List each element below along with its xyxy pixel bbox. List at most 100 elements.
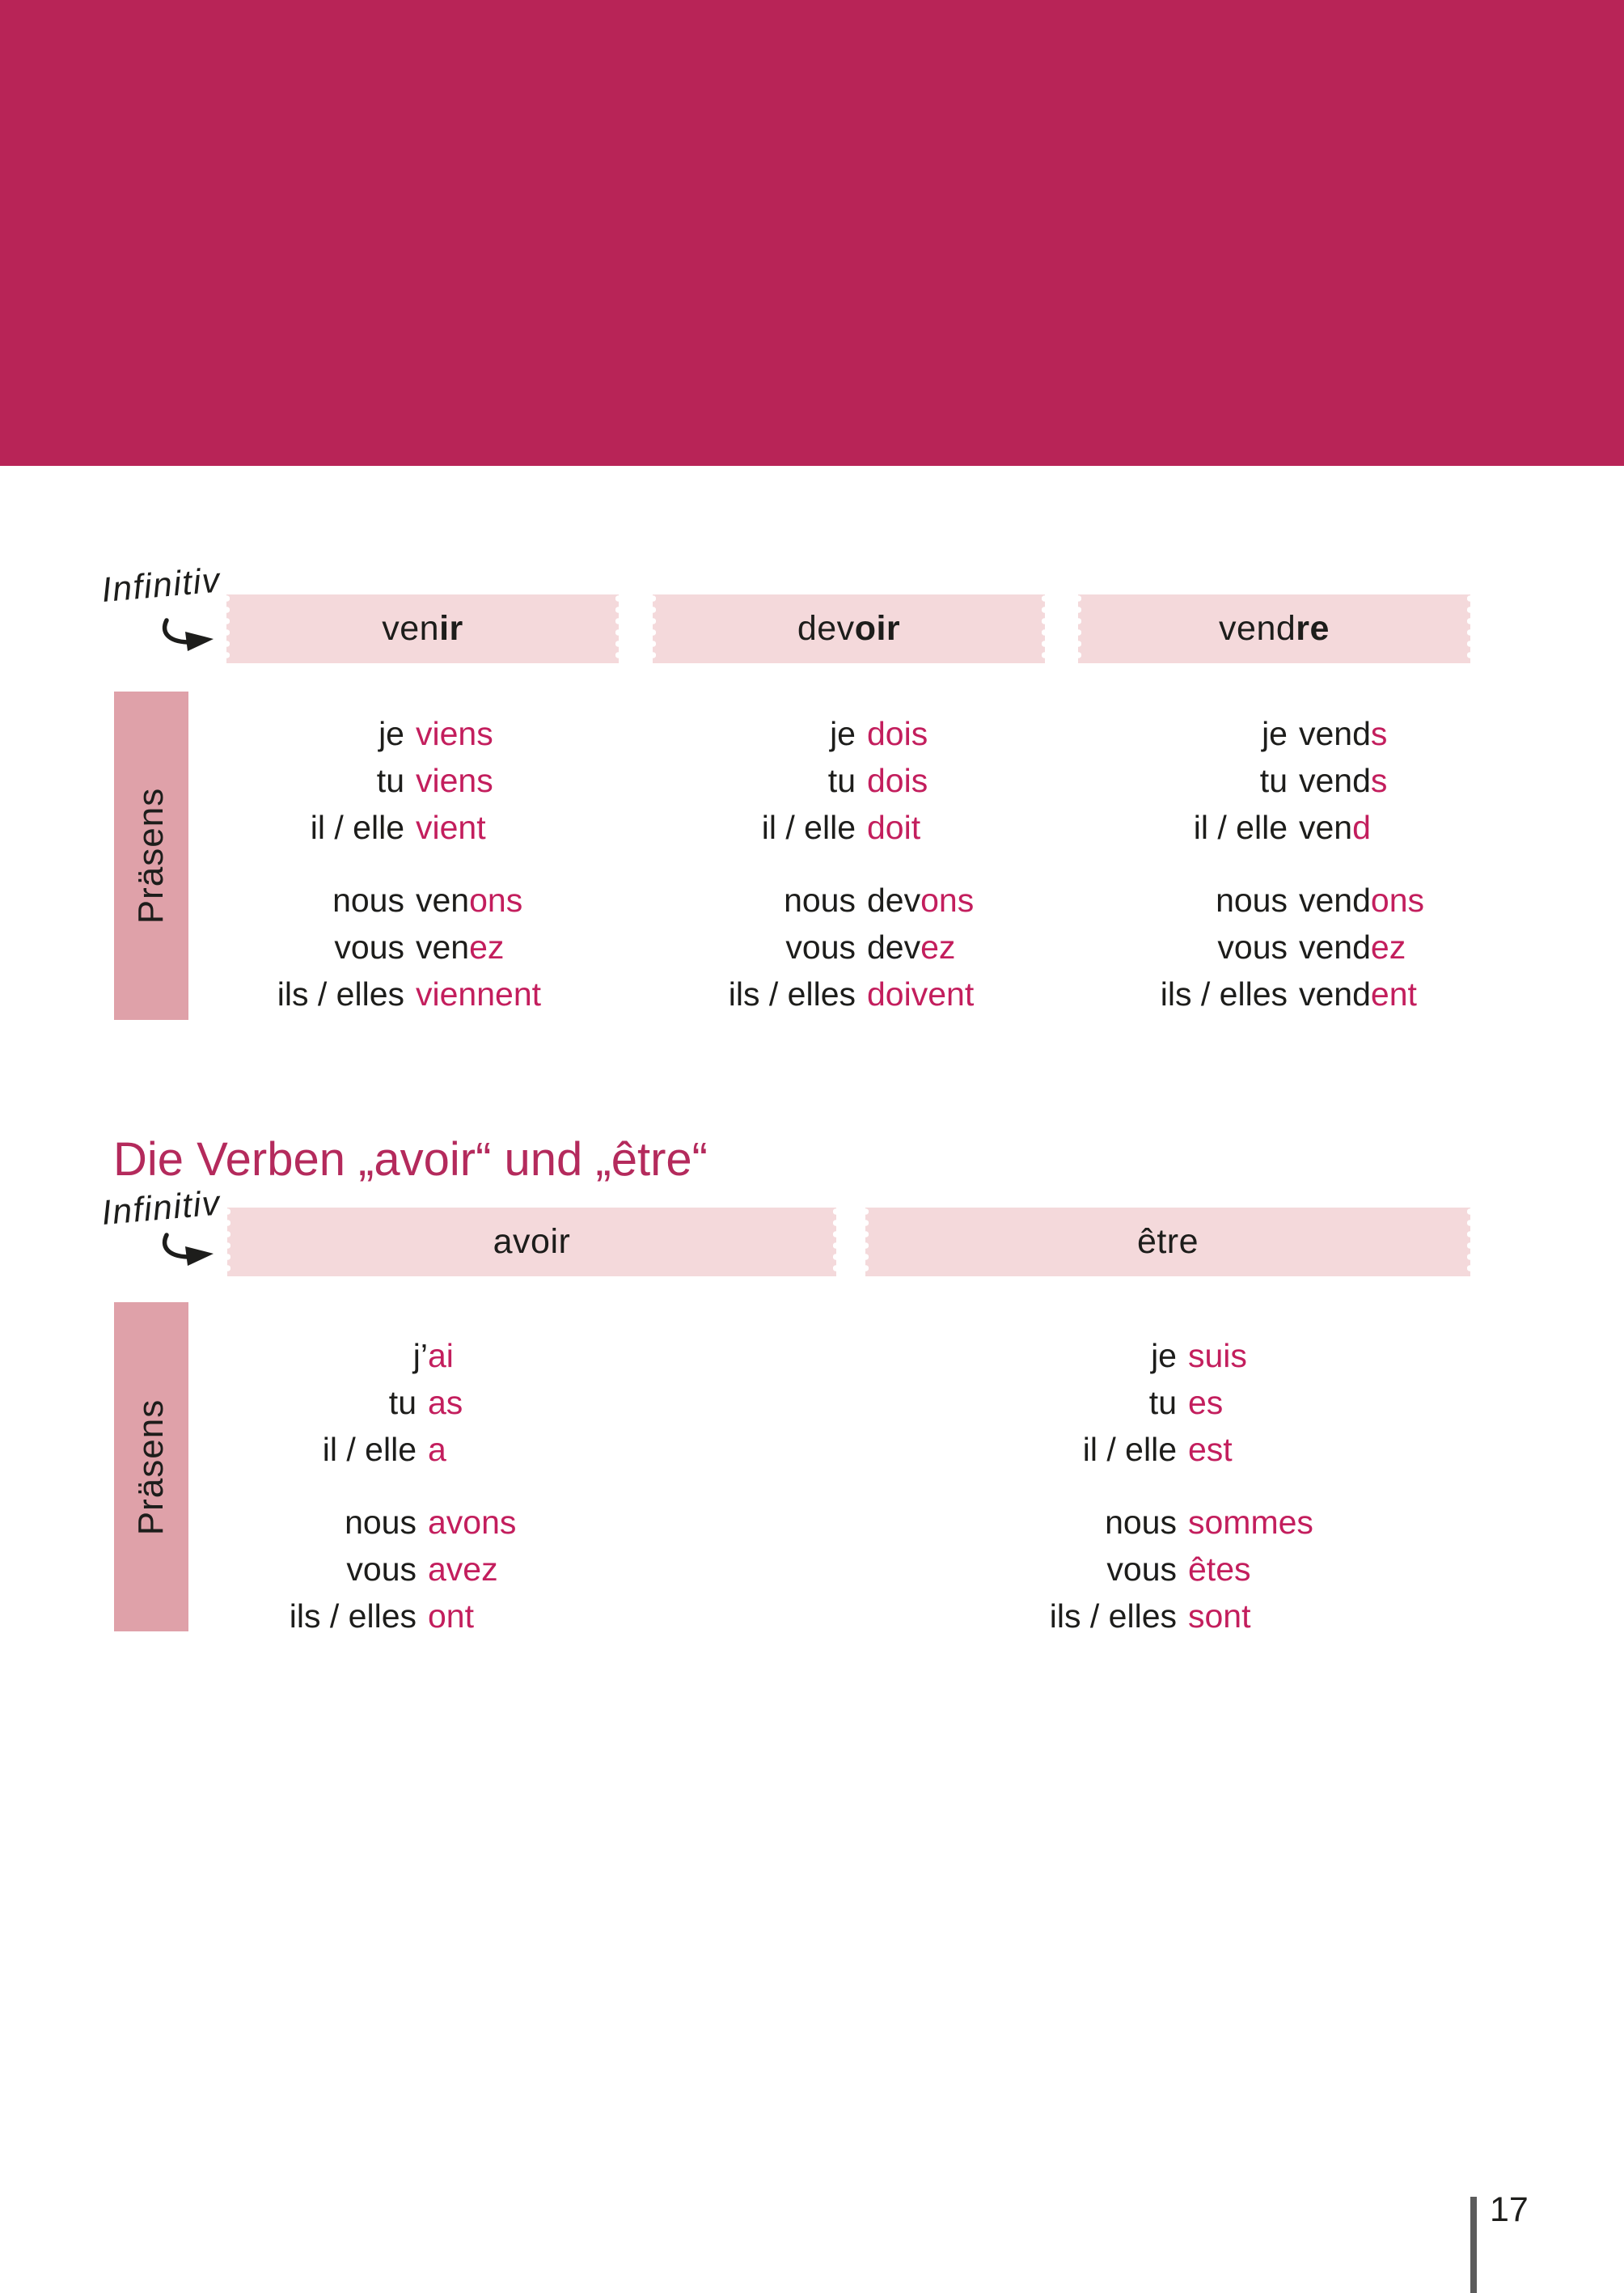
- verb-form: avons: [428, 1504, 517, 1541]
- conjugation-row: tu dois: [589, 757, 1171, 804]
- conjugation-row: je dois: [589, 710, 1171, 757]
- verb-header-label: avoir: [493, 1222, 571, 1261]
- verb-form: viennent: [416, 975, 542, 1013]
- praesens-sidebar: Präsens: [114, 1302, 188, 1631]
- verb-form: vendons: [1299, 882, 1425, 919]
- verb-form: dois: [867, 715, 928, 752]
- verb-form: êtes: [1188, 1551, 1251, 1588]
- conjugation-row: nous sommes: [910, 1499, 1492, 1546]
- pronoun: ils / elles: [1049, 1597, 1177, 1635]
- pronoun: vous: [785, 929, 856, 966]
- conjugation-row: il / elle doit: [589, 804, 1171, 851]
- infinitiv-label: Infinitiv: [100, 561, 222, 611]
- pronoun: tu: [1259, 762, 1288, 799]
- pronoun: il / elle: [1193, 809, 1288, 846]
- verb-form: sommes: [1188, 1504, 1313, 1541]
- conjugation-row: ils / elles ont: [150, 1593, 732, 1639]
- conjugation-row: il / elle est: [910, 1426, 1492, 1473]
- verb-form: est: [1188, 1431, 1233, 1468]
- pronoun: nous: [332, 882, 404, 919]
- conjugation-row: ils / elles doivent: [589, 971, 1171, 1017]
- conjugation-row: j’ ai: [150, 1332, 732, 1379]
- conjugation-row: il / elle a: [150, 1426, 732, 1473]
- verb-form: vends: [1299, 762, 1388, 799]
- conjugation-row: ils / elles viennent: [137, 971, 720, 1017]
- pronoun: il / elle: [1082, 1431, 1177, 1468]
- verb-form: vient: [416, 809, 486, 846]
- conjugation-row: vous êtes: [910, 1546, 1492, 1593]
- pronoun: ils / elles: [728, 975, 856, 1013]
- conjugation-column-devoir: je dois tu dois il / elle doit nous devons vous d…: [589, 710, 1171, 1017]
- verb-form: devez: [867, 929, 956, 966]
- pronoun: nous: [784, 882, 856, 919]
- pronoun: vous: [1106, 1551, 1177, 1588]
- pronoun: je: [1151, 1337, 1177, 1374]
- infinitiv-label: Infinitiv: [100, 1183, 222, 1233]
- pronoun: nous: [1105, 1504, 1177, 1541]
- verb-form: sont: [1188, 1597, 1251, 1635]
- verb-form: viens: [416, 762, 493, 799]
- verb-form: doivent: [867, 975, 975, 1013]
- pronoun: nous: [1216, 882, 1288, 919]
- top-banner: [0, 0, 1624, 466]
- conjugation-row: tu es: [910, 1379, 1492, 1426]
- infinitiv-label-text: Infinitiv: [99, 561, 222, 611]
- verb-header-label: être: [1136, 1222, 1199, 1261]
- conjugation-column-etre: je suis tu es il / elle est nous sommes vous êtes…: [910, 1332, 1492, 1639]
- pronoun: tu: [376, 762, 404, 799]
- verb-form: vend: [1299, 809, 1371, 846]
- verb-header-label: vendre: [1219, 609, 1330, 648]
- conjugation-row: nous avons: [150, 1499, 732, 1546]
- verb-form: es: [1188, 1384, 1224, 1421]
- pronoun: il / elle: [310, 809, 404, 846]
- conjugation-row: nous vendons: [1021, 877, 1603, 924]
- section-heading: Die Verben „avoir“ und „être“: [113, 1133, 708, 1186]
- conjugation-row: il / elle vend: [1021, 804, 1603, 851]
- conjugation-row: vous devez: [589, 924, 1171, 971]
- conjugation-row: tu viens: [137, 757, 720, 804]
- conjugation-row: je vends: [1021, 710, 1603, 757]
- page-number-bar: [1470, 2197, 1477, 2293]
- verb-header-label: devoir: [797, 609, 901, 648]
- pronoun: ils / elles: [277, 975, 404, 1013]
- verb-header-devoir: devoir: [650, 593, 1047, 665]
- conjugation-row: vous venez: [137, 924, 720, 971]
- conjugation-column-vendre: je vends tu vends il / elle vend nous vendons vo…: [1021, 710, 1603, 1017]
- conjugation-row: vous avez: [150, 1546, 732, 1593]
- pronoun: je: [379, 715, 404, 752]
- verb-header-label: venir: [382, 609, 463, 648]
- verb-form: vends: [1299, 715, 1388, 752]
- verb-form: dois: [867, 762, 928, 799]
- verb-header-vendre: vendre: [1076, 593, 1473, 665]
- curved-arrow-icon: [162, 1233, 214, 1266]
- pronoun: tu: [827, 762, 856, 799]
- conjugation-row: je viens: [137, 710, 720, 757]
- conjugation-column-venir: je viens tu viens il / elle vient nous venons vo…: [137, 710, 720, 1017]
- conjugation-row: nous devons: [589, 877, 1171, 924]
- conjugation-row: vous vendez: [1021, 924, 1603, 971]
- verb-header-venir: venir: [224, 593, 621, 665]
- verb-form: venons: [416, 882, 523, 919]
- pronoun: ils / elles: [289, 1597, 417, 1635]
- verb-form: suis: [1188, 1337, 1247, 1374]
- conjugation-row: tu as: [150, 1379, 732, 1426]
- page-number: 17: [1490, 2190, 1529, 2229]
- pronoun: j’: [412, 1337, 428, 1374]
- verb-form: a: [428, 1431, 446, 1468]
- conjugation-row: je suis: [910, 1332, 1492, 1379]
- verb-form: avez: [428, 1551, 498, 1588]
- infinitiv-label-text: Infinitiv: [99, 1183, 222, 1233]
- praesens-sidebar: Präsens: [114, 692, 188, 1020]
- verb-form: ont: [428, 1597, 474, 1635]
- pronoun: nous: [345, 1504, 417, 1541]
- conjugation-column-avoir: j’ ai tu as il / elle a nous avons vous avez ils /…: [150, 1332, 732, 1639]
- pronoun: je: [1262, 715, 1288, 752]
- verb-header-avoir: avoir: [225, 1206, 839, 1278]
- pronoun: il / elle: [761, 809, 856, 846]
- conjugation-row: ils / elles sont: [910, 1593, 1492, 1639]
- conjugation-row: tu vends: [1021, 757, 1603, 804]
- pronoun: tu: [1148, 1384, 1177, 1421]
- verb-form: vendez: [1299, 929, 1406, 966]
- pronoun: vous: [334, 929, 404, 966]
